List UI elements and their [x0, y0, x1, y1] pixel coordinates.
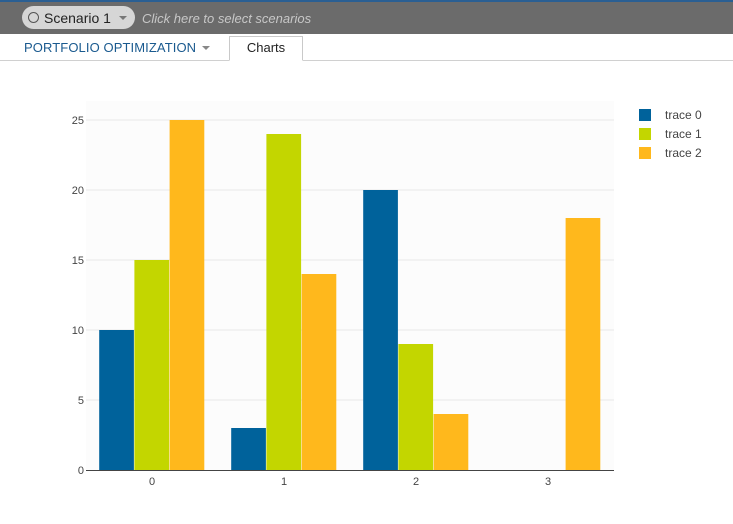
x-tick-label: 0 — [149, 476, 155, 488]
x-tick-label: 1 — [281, 476, 287, 488]
y-tick-label: 25 — [72, 115, 84, 127]
y-tick-label: 10 — [72, 325, 84, 337]
bar[interactable] — [433, 414, 469, 470]
bar[interactable] — [134, 260, 170, 470]
scenario-label: Scenario 1 — [44, 9, 111, 26]
caret-down-icon — [202, 45, 211, 50]
bar[interactable] — [363, 190, 398, 470]
legend-swatch[interactable] — [639, 109, 651, 121]
select-scenarios-link[interactable]: Click here to select scenarios — [142, 11, 312, 26]
tab-bar: PORTFOLIO OPTIMIZATION Charts — [0, 34, 733, 61]
bar[interactable] — [99, 330, 134, 470]
chart-area: 0 5 10 15 20 25 0 1 2 3 trace 0 trace 1 trace 2 — [0, 61, 733, 519]
tab-charts[interactable]: Charts — [229, 36, 303, 61]
legend-swatch[interactable] — [639, 147, 651, 159]
bar[interactable] — [398, 344, 434, 470]
legend-label[interactable]: trace 2 — [665, 146, 702, 160]
y-tick-label: 5 — [78, 395, 84, 407]
bar[interactable] — [266, 134, 302, 470]
bar[interactable] — [301, 274, 337, 470]
legend-label[interactable]: trace 1 — [665, 127, 702, 141]
caret-down-icon — [118, 15, 127, 20]
bar[interactable] — [565, 218, 601, 470]
tab-portfolio-label: PORTFOLIO OPTIMIZATION — [24, 40, 197, 55]
legend-swatch[interactable] — [639, 128, 651, 140]
y-tick-label: 0 — [78, 465, 84, 477]
x-tick-label: 3 — [545, 476, 551, 488]
y-tick-label: 20 — [72, 185, 84, 197]
x-tick-label: 2 — [413, 476, 419, 488]
scenario-selector[interactable]: Scenario 1 — [22, 6, 135, 29]
tab-portfolio-optimization[interactable]: PORTFOLIO OPTIMIZATION — [24, 40, 211, 55]
bar[interactable] — [231, 428, 266, 470]
legend-label[interactable]: trace 0 — [665, 108, 702, 122]
bar-chart: 0 5 10 15 20 25 0 1 2 3 trace 0 trace 1 trace 2 — [72, 101, 702, 488]
bar[interactable] — [169, 120, 205, 470]
circle-icon — [28, 12, 39, 23]
top-bar: Scenario 1 Click here to select scenario… — [0, 0, 733, 34]
y-tick-label: 15 — [72, 255, 84, 267]
